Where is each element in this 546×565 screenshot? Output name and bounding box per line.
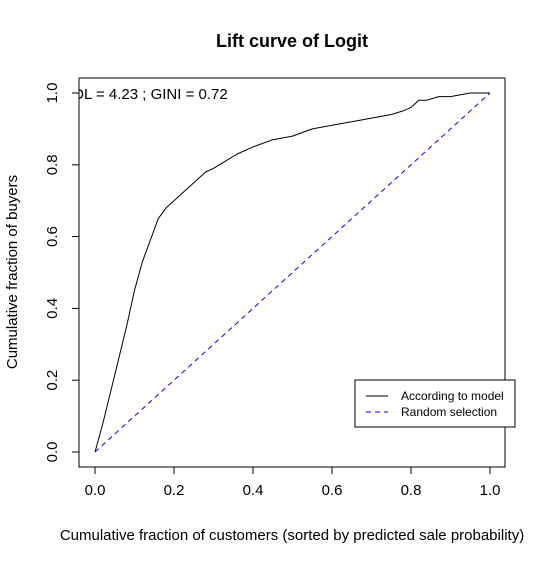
x-axis: 0.0 0.2 0.4 0.6 0.8 1.0	[85, 466, 501, 499]
legend: According to model Random selection	[354, 379, 516, 428]
y-axis: 0.0 0.2 0.4 0.6 0.8 1.0	[44, 83, 80, 463]
x-axis-label: Cumulative fraction of customers (sorted…	[60, 527, 524, 544]
x-tick-label: 0.6	[322, 482, 343, 499]
model-lift-curve	[94, 92, 490, 453]
y-tick-label: 0.0	[44, 442, 61, 463]
chart-title: Lift curve of Logit	[216, 31, 368, 51]
legend-label-model: According to model	[401, 389, 504, 403]
y-tick-label: 1.0	[44, 83, 61, 104]
series-layer	[94, 92, 491, 453]
x-tick-label: 0.2	[164, 482, 185, 499]
x-tick-label: 0.4	[243, 482, 264, 499]
x-tick-label: 0.0	[85, 482, 106, 499]
legend-box	[354, 379, 516, 428]
legend-label-random: Random selection	[401, 405, 497, 419]
tdl-gini-annotation: TDL = 4.23 ; GINI = 0.72	[64, 86, 228, 103]
x-tick-label: 1.0	[480, 482, 501, 499]
random-selection-line	[94, 92, 491, 453]
y-tick-label: 0.4	[44, 298, 61, 319]
y-axis-label: Cumulative fraction of buyers	[4, 175, 21, 369]
y-tick-label: 0.2	[44, 370, 61, 391]
y-tick-label: 0.6	[44, 226, 61, 247]
x-tick-label: 0.8	[401, 482, 422, 499]
y-tick-label: 0.8	[44, 154, 61, 175]
